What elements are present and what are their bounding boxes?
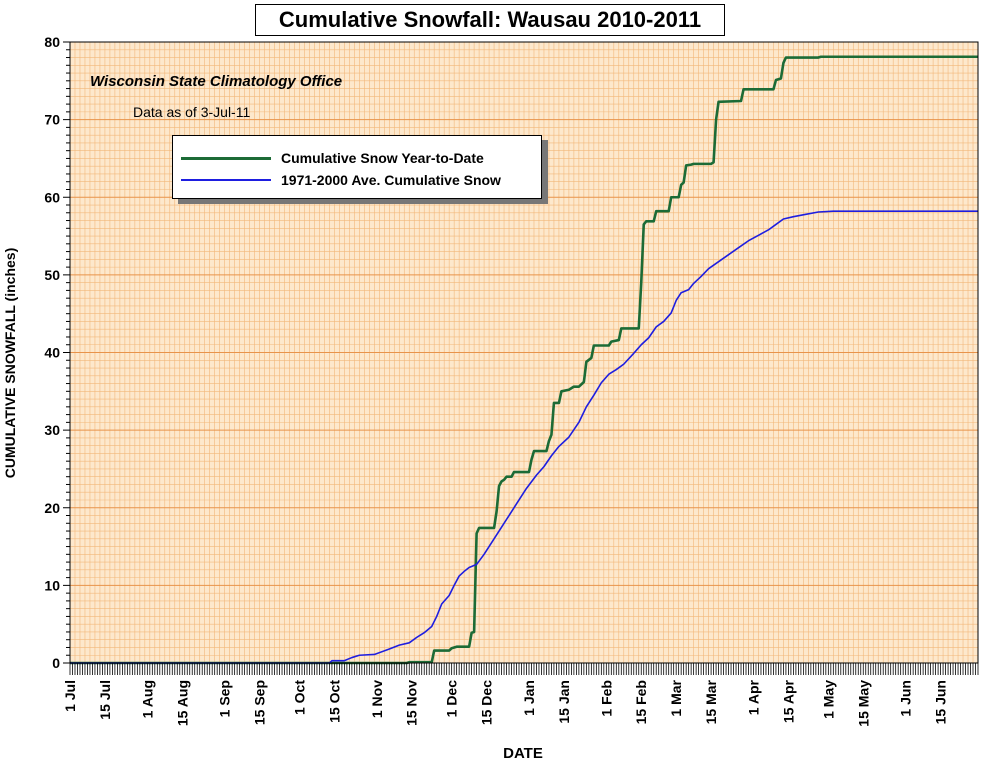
legend-label-normal: 1971-2000 Ave. Cumulative Snow (281, 172, 501, 188)
y-tick-label: 0 (52, 655, 60, 671)
x-tick-label: 15 Aug (174, 680, 190, 726)
x-tick-label: 15 Mar (703, 679, 719, 724)
y-tick-label: 30 (44, 422, 60, 438)
y-tick-label: 10 (44, 577, 60, 593)
legend-swatch-ytd (181, 156, 271, 160)
x-tick-label: 15 Apr (780, 679, 796, 723)
x-tick-label: 1 Jan (521, 680, 537, 716)
y-axis: 0 10 20 30 40 50 60 70 80 (44, 34, 70, 671)
x-tick-label: 15 Jun (933, 680, 949, 724)
x-tick-label: 1 Dec (444, 680, 460, 718)
x-tick-label: 15 May (855, 680, 871, 727)
y-tick-label: 80 (44, 34, 60, 50)
x-tick-label: 15 Nov (404, 680, 420, 726)
x-tick-label: 1 Apr (745, 679, 761, 715)
series-line-1 (70, 210, 978, 664)
y-axis-label: CUMULATIVE SNOWFALL (inches) (2, 247, 18, 479)
x-tick-label: 15 Sep (252, 680, 268, 725)
x-tick-label: 15 Jul (97, 680, 113, 720)
chart-title: Cumulative Snowfall: Wausau 2010-2011 (255, 4, 725, 36)
x-tick-label: 1 Mar (668, 679, 684, 716)
x-axis: 1 Jul 15 Jul 1 Aug 15 Aug 1 Sep 15 Sep 1 Oct 15… (62, 663, 979, 727)
y-tick-label: 20 (44, 500, 60, 516)
x-tick-label: 15 Oct (326, 680, 342, 723)
y-tick-label: 40 (44, 345, 60, 361)
x-tick-label: 1 Jul (62, 680, 78, 712)
legend-label-ytd: Cumulative Snow Year-to-Date (281, 150, 484, 166)
series-line-0 (70, 55, 978, 665)
x-tick-label: 1 Aug (139, 680, 155, 718)
legend-swatch-normal (181, 179, 271, 181)
data-as-of-label: Data as of 3-Jul-11 (133, 104, 251, 120)
legend-item-ytd: Cumulative Snow Year-to-Date (181, 148, 484, 168)
legend: Cumulative Snow Year-to-Date 1971-2000 A… (172, 135, 542, 199)
x-tick-label: 1 May (820, 680, 836, 719)
series-layer (70, 55, 978, 665)
x-tick-label: 1 Nov (369, 680, 385, 718)
x-axis-label: DATE (503, 745, 543, 762)
legend-item-normal: 1971-2000 Ave. Cumulative Snow (181, 170, 501, 190)
y-tick-label: 50 (44, 267, 60, 283)
x-tick-label: 1 Oct (291, 680, 307, 715)
x-tick-label: 15 Feb (633, 680, 649, 724)
x-tick-label: 1 Sep (217, 680, 233, 717)
x-tick-label: 15 Dec (479, 680, 495, 725)
y-tick-label: 70 (44, 112, 60, 128)
x-tick-label: 15 Jan (556, 680, 572, 724)
credit-label: Wisconsin State Climatology Office (90, 73, 343, 90)
x-tick-label: 1 Feb (598, 680, 614, 717)
y-tick-label: 60 (44, 189, 60, 205)
x-tick-label: 1 Jun (898, 680, 914, 717)
